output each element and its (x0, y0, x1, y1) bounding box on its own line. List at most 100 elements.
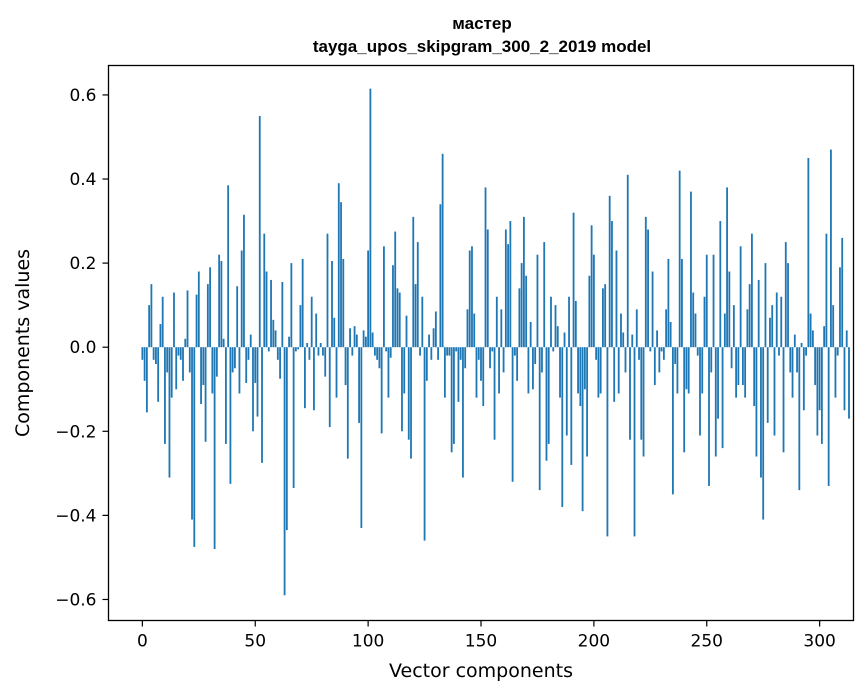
chart-title-line1: мастер (452, 14, 511, 33)
bar-209 (613, 347, 616, 402)
bar-182 (552, 347, 555, 352)
bar-282 (778, 347, 780, 356)
bar-224 (647, 229, 649, 348)
y-axis-ticks: −0.6 −0.4 −0.2 0.0 0.2 0.4 0.6 (55, 86, 109, 610)
bar-290 (796, 347, 798, 373)
bar-175 (536, 254, 539, 348)
bar-294 (805, 347, 807, 356)
bar-308 (836, 347, 839, 356)
bar-22 (191, 347, 193, 520)
bar-131 (437, 347, 440, 360)
bar-191 (572, 212, 575, 348)
bar-122 (416, 242, 419, 348)
bar-231 (662, 347, 665, 360)
bar-218 (633, 347, 636, 537)
bar-34 (218, 254, 221, 348)
bar-118 (407, 347, 410, 440)
bar-270 (751, 233, 753, 348)
bar-243 (690, 191, 692, 348)
y-tick-label: −0.6 (55, 590, 96, 610)
bar-53 (261, 347, 263, 463)
bar-97 (360, 347, 363, 528)
y-tick-label: 0.6 (69, 86, 96, 106)
bar-169 (522, 216, 525, 348)
bar-72 (304, 347, 306, 409)
bar-102 (371, 332, 374, 348)
bar-241 (685, 347, 688, 390)
bar-254 (714, 347, 717, 457)
bar-257 (721, 347, 724, 449)
bar-154 (489, 347, 491, 369)
bar-313 (848, 347, 850, 419)
bar-129 (432, 328, 435, 348)
bar-140 (457, 347, 460, 402)
bar-20 (186, 290, 189, 348)
bar-273 (757, 279, 760, 348)
bar-39 (229, 347, 232, 484)
bar-115 (401, 347, 403, 432)
bar-109 (387, 347, 390, 398)
bar-193 (577, 347, 579, 394)
bar-221 (640, 347, 643, 440)
bar-186 (561, 347, 564, 507)
bar-176 (538, 347, 541, 491)
bar-301 (820, 347, 823, 444)
bar-262 (732, 305, 735, 348)
bar-232 (665, 309, 668, 348)
bar-127 (428, 334, 430, 348)
bar-126 (425, 347, 428, 381)
x-tick-label: 150 (465, 632, 497, 652)
y-axis-label: Components values (12, 249, 34, 437)
bar-93 (351, 347, 354, 356)
bar-47 (247, 347, 250, 360)
bar-253 (712, 254, 715, 348)
bar-228 (656, 330, 658, 348)
bar-38 (227, 185, 230, 348)
bar-79 (319, 343, 322, 348)
bar-112 (394, 231, 397, 348)
bar-89 (342, 258, 345, 348)
bar-246 (696, 347, 699, 356)
bar-132 (439, 204, 442, 348)
bar-50 (254, 347, 257, 383)
bar-181 (550, 296, 552, 348)
bar-233 (667, 258, 670, 348)
bar-198 (588, 275, 591, 348)
bar-150 (480, 347, 482, 381)
bar-65 (288, 336, 291, 348)
bar-288 (791, 347, 794, 398)
bar-192 (574, 300, 577, 348)
bar-24 (195, 294, 198, 348)
bar-10 (164, 347, 166, 444)
bar-26 (200, 347, 202, 404)
bar-202 (597, 347, 600, 398)
bar-74 (308, 347, 311, 360)
bar-200 (592, 254, 595, 348)
bar-284 (782, 347, 785, 453)
bar-230 (660, 347, 663, 352)
bar-139 (455, 347, 458, 352)
bar-281 (775, 292, 778, 348)
bar-4 (150, 284, 153, 348)
bar-212 (620, 313, 622, 348)
bar-194 (579, 347, 582, 407)
bar-11 (166, 347, 169, 373)
bar-204 (602, 288, 604, 348)
bar-136 (448, 347, 451, 356)
bar-183 (554, 305, 557, 348)
bar-238 (678, 170, 681, 348)
bar-310 (841, 237, 844, 348)
bar-199 (590, 225, 593, 348)
bar-27 (202, 347, 205, 386)
bar-81 (324, 347, 327, 377)
bar-117 (405, 315, 408, 348)
bar-54 (263, 233, 266, 348)
bar-107 (383, 246, 385, 348)
bar-75 (310, 296, 313, 348)
bar-3 (148, 305, 151, 348)
bar-178 (543, 242, 546, 348)
x-tick-label: 100 (352, 632, 384, 652)
bar-80 (322, 347, 324, 356)
bar-14 (173, 292, 175, 348)
bar-271 (753, 347, 756, 407)
